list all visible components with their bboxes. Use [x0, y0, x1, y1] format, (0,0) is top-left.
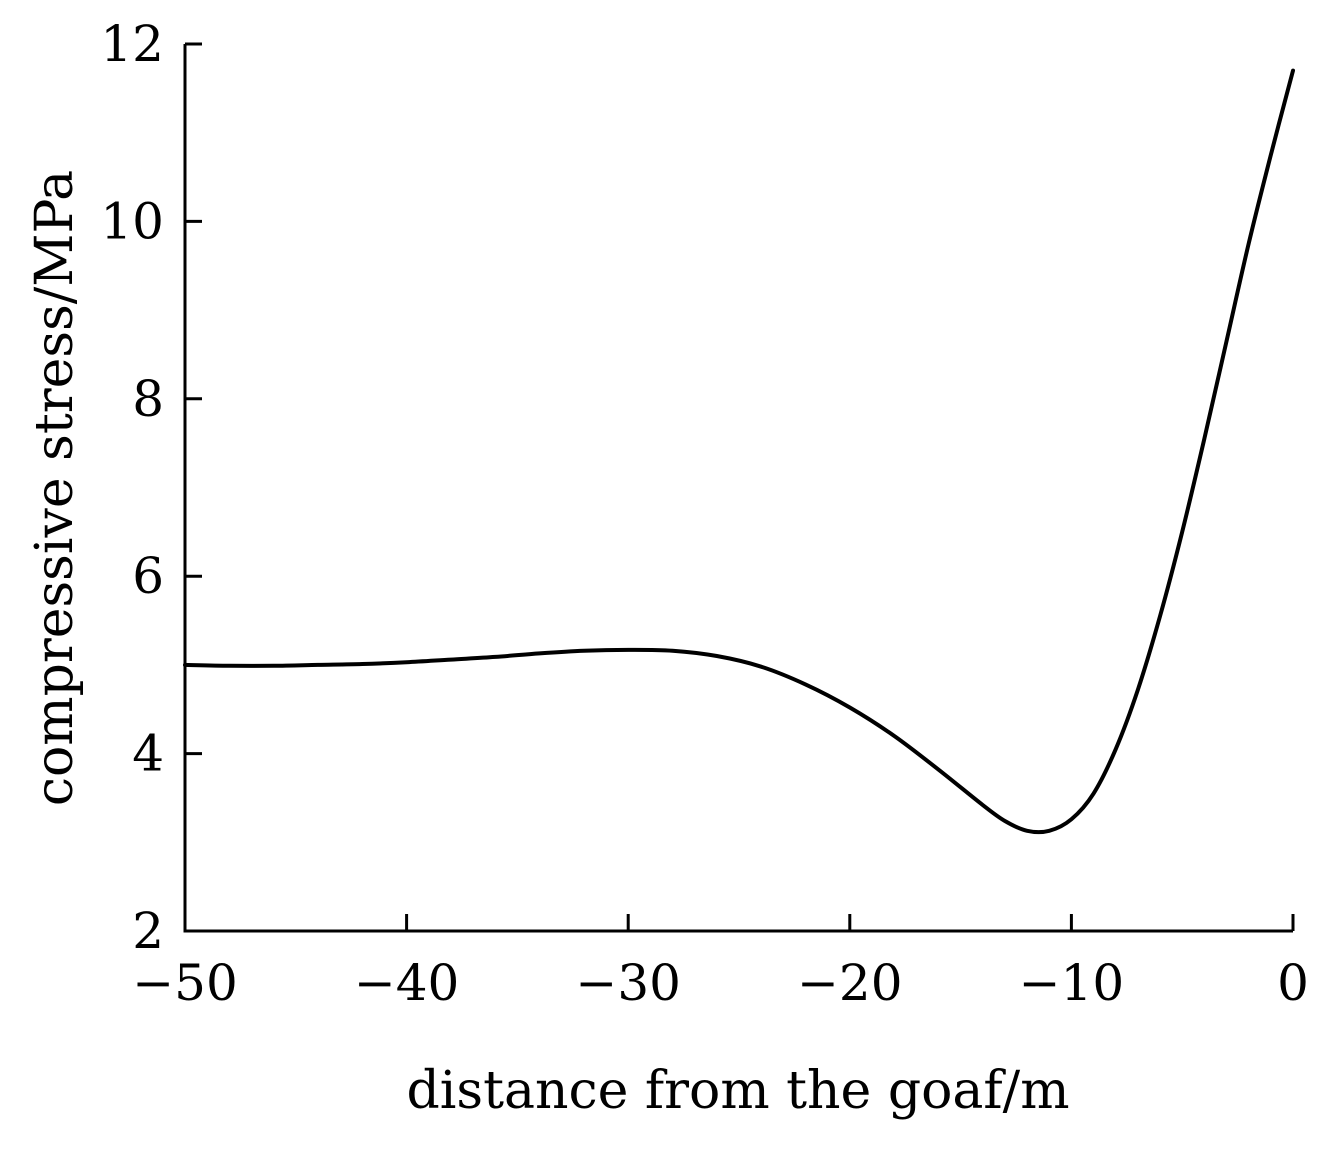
x-tick-label: −20	[797, 954, 903, 1012]
series-line-compressive-stress	[183, 68, 1295, 835]
x-axis-title: distance from the goaf/m	[406, 1061, 1069, 1121]
y-tick-label: 8	[132, 370, 164, 428]
x-tick-label: 0	[1277, 954, 1309, 1012]
axes: 2 4 6 8 10 12 −50 −40 −30 −20 −10 0	[100, 15, 1309, 1012]
y-tick-label: 12	[100, 15, 164, 73]
y-axis-title: compressive stress/MPa	[25, 170, 85, 806]
y-tick-label: 6	[132, 547, 164, 605]
x-tick-label: −10	[1019, 954, 1125, 1012]
x-tick-label: −50	[132, 954, 238, 1012]
y-tick-label: 2	[132, 902, 164, 960]
labels: distance from the goaf/m compressive str…	[25, 170, 1070, 1121]
x-tick-label: −30	[575, 954, 681, 1012]
y-tick-label: 4	[132, 725, 164, 783]
x-tick-label: −40	[354, 954, 460, 1012]
y-tick-label: 10	[100, 192, 164, 250]
series-layer	[183, 68, 1295, 835]
